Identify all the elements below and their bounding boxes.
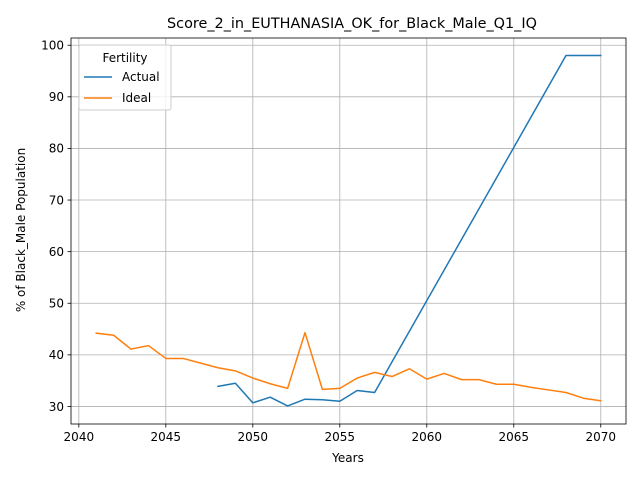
legend-title: Fertility [102, 51, 147, 65]
x-tick-label: 2060 [412, 430, 443, 444]
x-tick-label: 2055 [325, 430, 356, 444]
legend: Fertility Actual Ideal [78, 44, 172, 111]
series-layer [95, 54, 602, 407]
legend-label-actual: Actual [122, 70, 160, 84]
plot-frame [70, 37, 627, 425]
x-tick-label: 2070 [585, 430, 616, 444]
x-tick-label: 2045 [151, 430, 182, 444]
y-tick-label: 80 [49, 142, 64, 156]
y-tick-label: 100 [41, 39, 64, 53]
y-tick-label: 40 [49, 348, 64, 362]
x-tick-label: 2040 [64, 430, 95, 444]
y-tick-label: 90 [49, 90, 64, 104]
y-axis-label: % of Black_Male Population [14, 148, 28, 312]
y-tick-label: 70 [49, 193, 64, 207]
x-tick-label: 2065 [499, 430, 530, 444]
legend-box [78, 44, 172, 111]
x-axis-label: Years [331, 451, 364, 465]
y-tick-label: 30 [49, 400, 64, 414]
series-line-ideal [95, 331, 602, 402]
x-axis: 2040 2045 2050 2055 2060 2065 2070 [64, 424, 616, 444]
chart-title: Score_2_in_EUTHANASIA_OK_for_Black_Male_… [167, 16, 537, 32]
legend-label-ideal: Ideal [122, 91, 151, 105]
y-tick-label: 50 [49, 297, 64, 311]
series-line-actual [217, 54, 602, 407]
grid [71, 38, 626, 424]
y-tick-label: 60 [49, 245, 64, 259]
y-axis: 30 40 50 60 70 80 90 100 [41, 39, 71, 414]
x-tick-label: 2050 [238, 430, 269, 444]
